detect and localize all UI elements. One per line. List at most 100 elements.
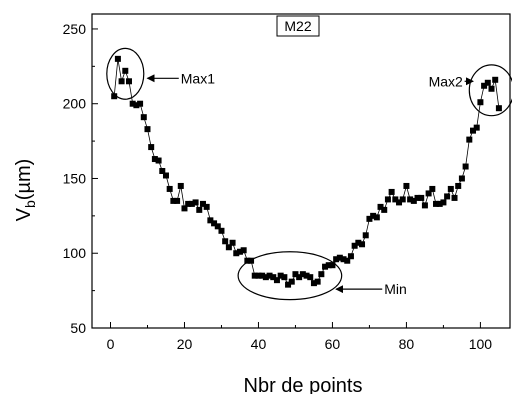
data-point [262,274,269,281]
data-point [407,196,414,203]
data-point [151,156,158,163]
data-point [144,126,151,133]
data-point [174,197,181,204]
data-point [355,239,362,246]
annotations: Max1 Max2 Min [106,47,512,301]
data-point [277,272,284,279]
annotation-label: Min [384,281,407,297]
data-point [292,271,299,278]
data-point [322,263,329,270]
data-point [222,238,229,245]
chart-title: M22 [284,18,311,34]
y-axis-title-rest: (µm) [13,159,35,201]
data-point [340,256,347,263]
annotation-ellipse [106,47,145,100]
x-tick-label: 100 [469,336,493,352]
data-point [148,144,155,151]
data-point [373,214,380,221]
data-point [177,182,184,189]
series-line [113,58,500,286]
data-point [296,274,303,281]
data-point [436,200,443,207]
data-point [351,242,358,249]
data-point [470,127,477,134]
data-point [240,247,247,254]
data-point [421,202,428,209]
data-point [203,203,210,210]
data-point [381,206,388,213]
data-point [118,78,125,85]
data-point [418,194,425,201]
data-point [155,157,162,164]
data-point [318,271,325,278]
data-point [211,220,218,227]
data-point [414,194,421,201]
data-point [114,55,121,62]
chart-title-box [276,15,320,37]
data-point [285,281,292,288]
x-tick-label: 60 [325,336,341,352]
data-point [370,212,377,219]
data-point [218,227,225,234]
data-point [244,257,251,264]
data-point [166,185,173,192]
data-point [333,256,340,263]
data-point [466,136,473,143]
data-point [451,194,458,201]
data-point [336,254,343,261]
data-point [447,185,454,192]
data-point [444,193,451,200]
data-point [481,82,488,89]
data-point [310,280,317,287]
y-tick-label: 250 [63,21,87,37]
data-point [251,272,258,279]
data-point [399,196,406,203]
data-point [236,248,243,255]
annotation-ellipse [468,64,512,117]
data-point [192,199,199,206]
data-point [199,200,206,207]
data-point [170,197,177,204]
data-point [181,205,188,212]
data-point [495,105,502,112]
axis-tick-labels: 0 20 40 60 80 100 50 100 150 200 250 [63,21,493,352]
data-point [377,203,384,210]
data-point [410,197,417,204]
data-point [307,274,314,281]
data-point [347,253,354,260]
x-tick-label: 40 [251,336,267,352]
data-point [162,172,169,179]
data-point [129,100,136,107]
data-point [396,199,403,206]
data-point [140,114,147,121]
data-point [185,200,192,207]
y-axis-title-subscript: b [22,200,38,208]
data-point [314,278,321,285]
data-point [492,76,499,83]
data-point [392,196,399,203]
data-point [299,271,306,278]
y-tick-label: 200 [63,96,87,112]
data-points [111,55,502,288]
annotation-ellipse [237,251,343,301]
data-point [266,272,273,279]
y-tick-label: 100 [63,245,87,261]
axis-ticks [92,28,481,329]
data-point [255,272,262,279]
y-axis-title: Vb(µm) [13,159,38,222]
data-point [281,274,288,281]
data-point [214,223,221,230]
plot-frame [91,13,511,329]
data-point [458,175,465,182]
x-tick-label: 80 [399,336,415,352]
data-point [344,257,351,264]
data-point [484,79,491,86]
data-point [303,272,310,279]
data-point [188,200,195,207]
data-point [225,244,232,251]
data-point [259,272,266,279]
data-point [366,215,373,222]
data-point [229,239,236,246]
data-point [473,124,480,131]
